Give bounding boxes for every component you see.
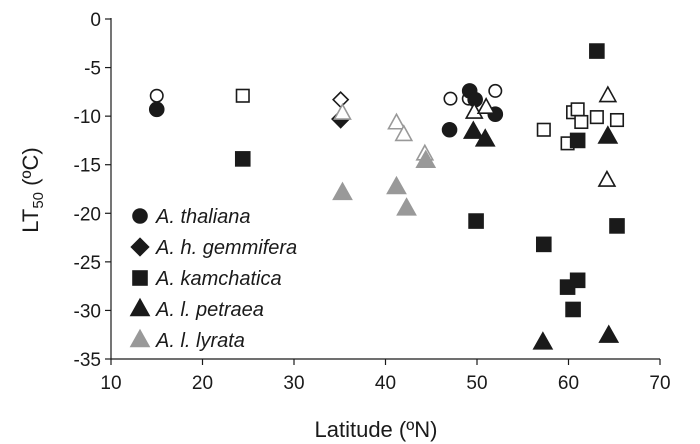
legend-label-a-h-gemmifera: A. h. gemmifera bbox=[155, 237, 297, 259]
point-open-a-l-lyrata bbox=[333, 102, 352, 120]
y-tick-label: -25 bbox=[74, 253, 101, 274]
point-filled-a-l-petraea bbox=[474, 128, 496, 147]
point-open-a-kamchatica bbox=[589, 110, 604, 125]
point-filled-a-kamchatica bbox=[609, 218, 625, 234]
legend-label-a-l-lyrata: A. l. lyrata bbox=[155, 330, 245, 352]
legend-label-a-thaliana: A. thaliana bbox=[155, 206, 251, 228]
legend-marker-a-kamchatica bbox=[132, 270, 148, 286]
legend-marker-a-l-petraea bbox=[129, 297, 151, 317]
series-a-thaliana bbox=[148, 83, 504, 138]
x-tick-label: 40 bbox=[375, 373, 396, 394]
y-tick-label: -10 bbox=[74, 107, 101, 128]
point-open-a-l-petraea bbox=[598, 85, 618, 103]
point-filled-a-l-lyrata bbox=[386, 175, 407, 195]
point-filled-a-l-lyrata bbox=[415, 149, 437, 169]
point-open-a-l-petraea bbox=[597, 169, 617, 187]
y-tick-label: 0 bbox=[90, 10, 101, 31]
x-tick-label: 10 bbox=[100, 373, 121, 394]
y-tick-label: -5 bbox=[84, 59, 101, 80]
point-open-a-kamchatica bbox=[574, 114, 589, 130]
point-filled-a-thaliana bbox=[441, 121, 458, 138]
point-open-a-l-lyrata bbox=[394, 124, 414, 142]
point-open-a-h-gemmifera bbox=[332, 90, 350, 109]
point-open-a-kamchatica bbox=[609, 112, 625, 128]
point-filled-a-kamchatica bbox=[468, 213, 484, 229]
y-tick-label: -30 bbox=[74, 301, 101, 322]
point-filled-a-thaliana bbox=[148, 101, 165, 118]
x-axis-title: Latitude (ºN) bbox=[315, 417, 438, 442]
series-a-kamchatica bbox=[234, 43, 625, 318]
point-filled-a-l-lyrata bbox=[396, 197, 417, 216]
x-tick-label: 60 bbox=[558, 373, 579, 394]
x-tick-label: 30 bbox=[283, 373, 304, 394]
legend-marker-a-l-lyrata bbox=[129, 328, 151, 348]
point-filled-a-l-petraea bbox=[598, 324, 620, 343]
point-open-a-thaliana bbox=[443, 91, 458, 106]
y-tick-label: -35 bbox=[74, 350, 101, 371]
point-open-a-l-petraea bbox=[464, 101, 484, 119]
legend-label-a-kamchatica: A. kamchatica bbox=[155, 268, 282, 290]
point-open-a-thaliana bbox=[488, 83, 503, 98]
x-tick-label: 20 bbox=[192, 373, 213, 394]
point-filled-a-kamchatica bbox=[234, 151, 251, 167]
x-tick-label: 70 bbox=[649, 373, 670, 394]
point-open-a-kamchatica bbox=[536, 122, 551, 137]
point-filled-a-kamchatica bbox=[569, 132, 586, 149]
y-axis-title-subscript: 50 bbox=[30, 192, 47, 209]
series-a-l-lyrata bbox=[332, 102, 437, 216]
y-axis-title: LT50 (ºC) bbox=[18, 147, 47, 232]
point-filled-a-l-lyrata bbox=[332, 181, 353, 201]
y-axis-title-main: LT bbox=[18, 209, 43, 233]
point-filled-a-l-petraea bbox=[597, 125, 619, 144]
point-filled-a-kamchatica bbox=[569, 272, 586, 289]
legend-marker-a-thaliana bbox=[132, 208, 148, 224]
point-open-a-kamchatica bbox=[570, 102, 585, 117]
point-open-a-l-petraea bbox=[476, 97, 496, 114]
x-tick-label: 50 bbox=[466, 373, 487, 394]
point-open-a-kamchatica bbox=[235, 88, 250, 103]
point-filled-a-l-petraea bbox=[532, 331, 554, 350]
point-filled-a-kamchatica bbox=[589, 43, 605, 59]
y-axis-title-unit: (ºC) bbox=[18, 147, 43, 192]
legend: A. thaliana A. h. gemmifera A. kamchatica A… bbox=[129, 206, 297, 352]
y-tick-label: -15 bbox=[74, 156, 101, 177]
series-a-l-petraea bbox=[462, 85, 620, 350]
point-open-a-thaliana bbox=[149, 88, 164, 103]
legend-marker-a-h-gemmifera bbox=[130, 237, 150, 257]
axes bbox=[105, 18, 661, 365]
point-filled-a-l-petraea bbox=[462, 120, 484, 139]
point-open-a-l-lyrata bbox=[387, 112, 406, 130]
point-filled-a-kamchatica bbox=[565, 301, 581, 318]
legend-label-a-l-petraea: A. l. petraea bbox=[155, 299, 264, 321]
data-points bbox=[148, 43, 625, 350]
point-filled-a-kamchatica bbox=[535, 236, 552, 253]
y-tick-label: -20 bbox=[74, 204, 101, 225]
